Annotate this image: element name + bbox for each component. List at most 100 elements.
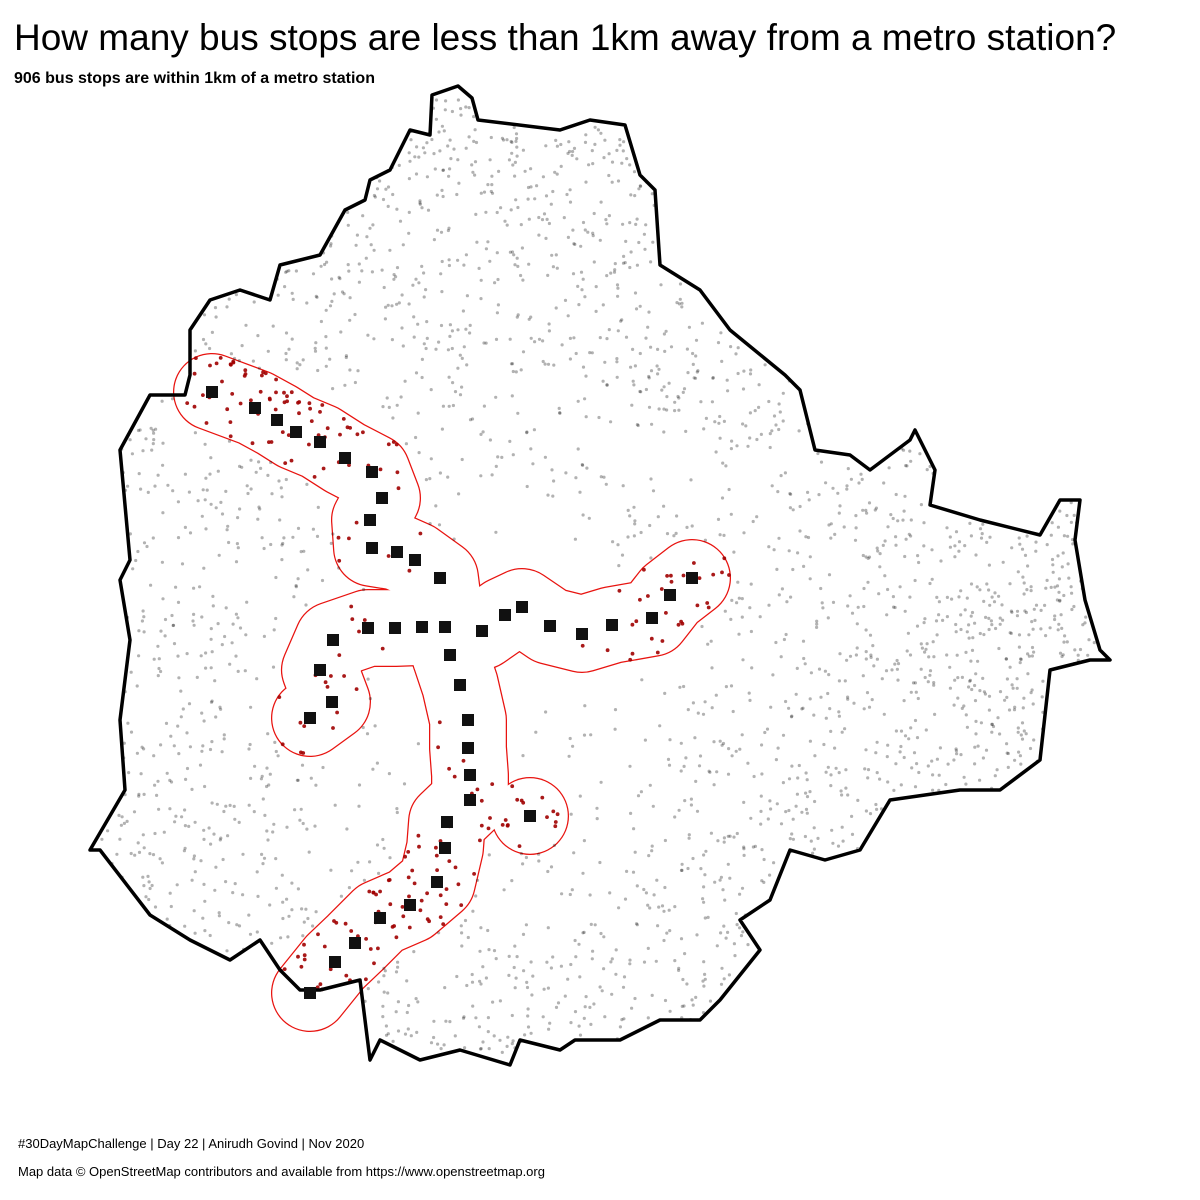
bus-stop (507, 158, 511, 162)
bus-stop (248, 932, 253, 936)
bus-stop (490, 191, 495, 195)
bus-stop (456, 158, 460, 162)
bus-stop (579, 270, 584, 274)
bus-stop (527, 317, 531, 321)
bus-stop (231, 622, 235, 626)
bus-stop (495, 311, 499, 315)
bus-stop (930, 577, 934, 581)
bus-stop (687, 325, 692, 329)
bus-stop (735, 831, 739, 836)
bus-stop (202, 837, 206, 842)
bus-stop (1043, 603, 1047, 608)
bus-stop (910, 766, 914, 770)
bus-stop (515, 315, 519, 319)
bus-stop (843, 727, 847, 731)
bus-stop (720, 496, 725, 500)
bus-stop (388, 248, 392, 252)
bus-stop (225, 305, 229, 309)
bus-stop (878, 777, 882, 781)
bus-stop (1008, 631, 1012, 635)
bus-stop (691, 701, 696, 705)
bus-stop (314, 294, 318, 298)
bus-stop (846, 695, 850, 699)
bus-stop (180, 815, 184, 819)
bus-stop (880, 677, 884, 681)
bus-stop (882, 712, 886, 716)
bus-stop (406, 850, 411, 854)
bus-stop (541, 175, 546, 179)
bus-stop (517, 844, 522, 848)
metro-station (374, 912, 386, 924)
bus-stop (463, 1046, 467, 1050)
bus-stop (375, 187, 380, 191)
bus-stop (819, 460, 824, 464)
bus-stop (896, 662, 901, 666)
bus-stop (622, 1017, 626, 1021)
bus-stop (219, 836, 223, 840)
bus-stop (131, 567, 135, 571)
bus-stop (702, 900, 706, 904)
bus-stop (861, 553, 865, 558)
bus-stop (302, 953, 307, 958)
bus-stop (904, 464, 908, 468)
bus-stop (152, 431, 156, 435)
bus-stop (659, 587, 664, 591)
bus-stop (677, 302, 682, 306)
bus-stop (521, 278, 525, 282)
bus-stop (837, 771, 841, 775)
bus-stop (307, 401, 312, 406)
bus-stop (726, 930, 730, 935)
bus-stop (588, 351, 592, 355)
bus-stop (479, 798, 484, 803)
bus-stop (572, 336, 576, 340)
bus-stop (968, 679, 972, 683)
bus-stop (459, 113, 463, 117)
bus-stop (791, 817, 795, 821)
bus-stop (414, 277, 418, 281)
bus-stop (188, 745, 192, 749)
bus-stop (908, 595, 912, 599)
bus-stop (545, 815, 549, 819)
bus-stop (415, 145, 419, 149)
bus-stop (268, 903, 272, 907)
bus-stop (843, 679, 847, 683)
bus-stop (438, 915, 443, 919)
bus-stop (373, 195, 377, 199)
bus-stop (937, 613, 941, 617)
bus-stop (781, 733, 786, 737)
bus-stop (914, 690, 918, 694)
bus-stop (726, 862, 730, 866)
bus-stop (192, 586, 196, 590)
bus-stop (998, 616, 1002, 620)
bus-stop (909, 534, 913, 538)
bus-stop (459, 903, 464, 907)
bus-stop (615, 375, 619, 379)
bus-stop (487, 1047, 491, 1051)
bus-stop (199, 654, 203, 658)
bus-stop (489, 135, 493, 140)
bus-stop (601, 379, 605, 383)
bus-stop (696, 711, 700, 715)
bus-stop (256, 894, 260, 899)
metro-station (646, 612, 658, 624)
bus-stop (932, 655, 936, 659)
bus-stop (864, 650, 868, 654)
bus-stop (371, 767, 375, 771)
bus-stop (395, 302, 399, 306)
bus-stop (547, 329, 552, 333)
bus-stop (861, 674, 865, 678)
bus-stop (1005, 677, 1010, 681)
bus-stop (1025, 588, 1029, 592)
bus-stop (599, 200, 603, 204)
bus-stop (866, 768, 871, 772)
bus-stop (995, 768, 999, 772)
bus-stop (301, 751, 306, 755)
bus-stop (236, 516, 240, 520)
bus-stop (759, 432, 764, 436)
bus-stop (558, 411, 562, 415)
bus-stop (136, 428, 141, 433)
bus-stop (160, 399, 164, 403)
bus-stop (1029, 585, 1033, 589)
bus-stop (616, 294, 620, 298)
bus-stop (642, 567, 646, 572)
